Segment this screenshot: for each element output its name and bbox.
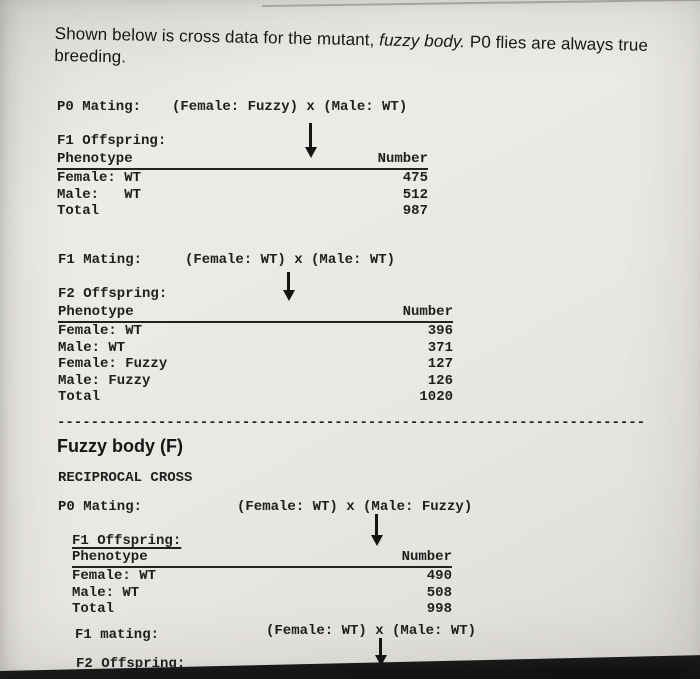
phenotype-cell: Male: WT <box>57 186 142 203</box>
down-arrow-icon <box>373 638 388 666</box>
arrow-head <box>374 655 387 666</box>
p0-mating-value: (Female: WT) x (Male: Fuzzy) <box>237 499 473 515</box>
table-row: Total 987 <box>57 203 428 220</box>
arrow-head <box>304 147 317 158</box>
number-cell: 998 <box>426 601 452 617</box>
arrow-head <box>370 535 383 546</box>
phenotype-cell: Male: WT <box>58 339 126 356</box>
down-arrow-icon <box>281 272 296 301</box>
phenotype-cell: Total <box>57 203 100 219</box>
question-heading: Shown below is cross data for the mutant… <box>54 23 675 79</box>
arrow-stem <box>287 272 290 290</box>
f1-offspring-label: F1 Offspring: <box>57 133 167 149</box>
heading-text-after: P0 flies are always true <box>464 32 649 55</box>
arrow-stem <box>309 123 312 147</box>
number-cell: 508 <box>426 584 452 601</box>
table-row: Female: WT 475 <box>57 170 428 187</box>
number-cell: 371 <box>427 339 453 356</box>
down-arrow-icon <box>369 514 384 546</box>
phenotype-column-header: Phenotype <box>72 549 148 565</box>
arrow-stem <box>379 638 382 655</box>
section-divider: ----------------------------------------… <box>57 415 646 431</box>
table-row: Male: WT 512 <box>57 187 428 204</box>
f1-offspring-table: Phenotype Number Female: WT 475 Male: WT… <box>57 151 428 220</box>
arrow-head <box>282 290 295 301</box>
phenotype-cell: Total <box>72 601 115 617</box>
f1-offspring-label: F1 Offspring: <box>72 533 182 549</box>
phenotype-cell: Male: Fuzzy <box>58 372 151 389</box>
reciprocal-section-title: Fuzzy body (F) <box>57 436 183 456</box>
number-column-header: Number <box>401 549 452 565</box>
p0-mating-label: P0 Mating: <box>58 499 143 515</box>
phenotype-cell: Female: WT <box>57 170 142 186</box>
f1-mating-value: (Female: WT) x (Male: WT) <box>266 623 477 639</box>
phenotype-cell: Female: Fuzzy <box>58 356 168 372</box>
reciprocal-cross-subtitle: RECIPROCAL CROSS <box>58 470 193 486</box>
down-arrow-icon <box>303 123 318 158</box>
number-cell: 127 <box>427 356 453 372</box>
p0-mating-value: (Female: Fuzzy) x (Male: WT) <box>172 99 408 115</box>
table-row: Male: Fuzzy 126 <box>58 373 453 390</box>
f1-mating-value: (Female: WT) x (Male: WT) <box>185 252 396 268</box>
table-row: Female: WT 490 <box>72 568 452 585</box>
number-cell: 475 <box>402 170 428 186</box>
table-row: Female: Fuzzy 127 <box>58 356 453 373</box>
number-column-header: Number <box>402 304 453 320</box>
number-cell: 396 <box>427 323 453 339</box>
heading-italic-text: fuzzy body. <box>379 30 466 52</box>
table-header-row: Phenotype Number <box>57 151 428 170</box>
table-header-row: Phenotype Number <box>58 304 453 323</box>
phenotype-cell: Total <box>58 389 101 405</box>
table-row: Total 1020 <box>58 389 453 406</box>
number-column-header: Number <box>377 151 428 167</box>
number-cell: 512 <box>402 186 428 203</box>
screen-top-edge-line <box>261 0 700 7</box>
phenotype-column-header: Phenotype <box>58 304 134 320</box>
phenotype-cell: Female: WT <box>72 568 157 584</box>
f1-offspring-table: Phenotype Number Female: WT 490 Male: WT… <box>72 549 452 618</box>
f1-mating-label: F1 Mating: <box>58 252 143 268</box>
p0-mating-label: P0 Mating: <box>57 99 142 115</box>
table-header-row: Phenotype Number <box>72 549 452 568</box>
number-cell: 490 <box>426 568 452 584</box>
table-row: Female: WT 396 <box>58 323 453 340</box>
number-cell: 1020 <box>419 389 453 405</box>
table-row: Total 998 <box>72 601 452 618</box>
arrow-stem <box>375 514 378 535</box>
table-row: Male: WT 371 <box>58 340 453 357</box>
phenotype-column-header: Phenotype <box>57 151 133 167</box>
f1-mating-label: F1 mating: <box>75 627 160 643</box>
phenotype-cell: Female: WT <box>58 323 143 339</box>
phenotype-cell: Male: WT <box>72 584 140 601</box>
number-cell: 987 <box>402 203 428 219</box>
f2-offspring-label: F2 Offspring: <box>58 286 168 302</box>
f2-offspring-table: Phenotype Number Female: WT 396 Male: WT… <box>58 304 453 406</box>
table-row: Male: WT 508 <box>72 585 452 602</box>
number-cell: 126 <box>427 372 453 389</box>
